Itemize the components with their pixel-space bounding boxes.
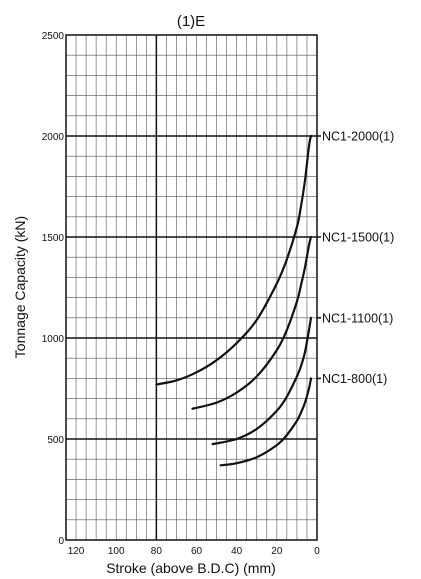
y-tick-label: 1500 [42, 233, 65, 244]
series-line [211, 316, 313, 446]
minor-grid [65, 34, 318, 541]
y-tick-label: 500 [47, 435, 64, 446]
y-axis-label: Tonnage Capacity (kN) [12, 216, 28, 358]
x-tick-label: 0 [314, 546, 320, 557]
plot-frame [65, 34, 318, 541]
series-label: NC1-1500(1) [322, 231, 394, 245]
chart-title: (1)E [177, 13, 205, 30]
x-tick-label: 80 [151, 546, 163, 557]
x-axis-label: Stroke (above B.D.C) (mm) [106, 560, 276, 576]
y-tick-label: 0 [58, 536, 64, 547]
x-tick-label: 20 [271, 546, 283, 557]
major-grid [66, 35, 317, 540]
series-group: NC1-2000(1) NC1-1500(1) NC1-1100(1) NC1-800… [155, 130, 394, 467]
series-line [191, 235, 313, 410]
x-tick-label: 40 [231, 546, 243, 557]
series-label: NC1-1100(1) [322, 311, 393, 325]
x-tick-label: 120 [68, 546, 85, 557]
y-tick-label: 2500 [42, 31, 65, 42]
y-tick-label: 2000 [42, 132, 65, 143]
series-label: NC1-2000(1) [322, 130, 394, 144]
y-tick-label: 1000 [42, 334, 65, 345]
series-line [219, 377, 313, 467]
x-tick-labels: 120 100 80 60 40 20 0 [68, 546, 321, 557]
x-tick-label: 100 [108, 546, 125, 557]
series-label: NC1-800(1) [322, 372, 387, 386]
y-tick-labels: 0 500 1000 1500 2000 2500 [42, 31, 65, 547]
x-tick-label: 60 [191, 546, 203, 557]
series-line [155, 134, 313, 386]
